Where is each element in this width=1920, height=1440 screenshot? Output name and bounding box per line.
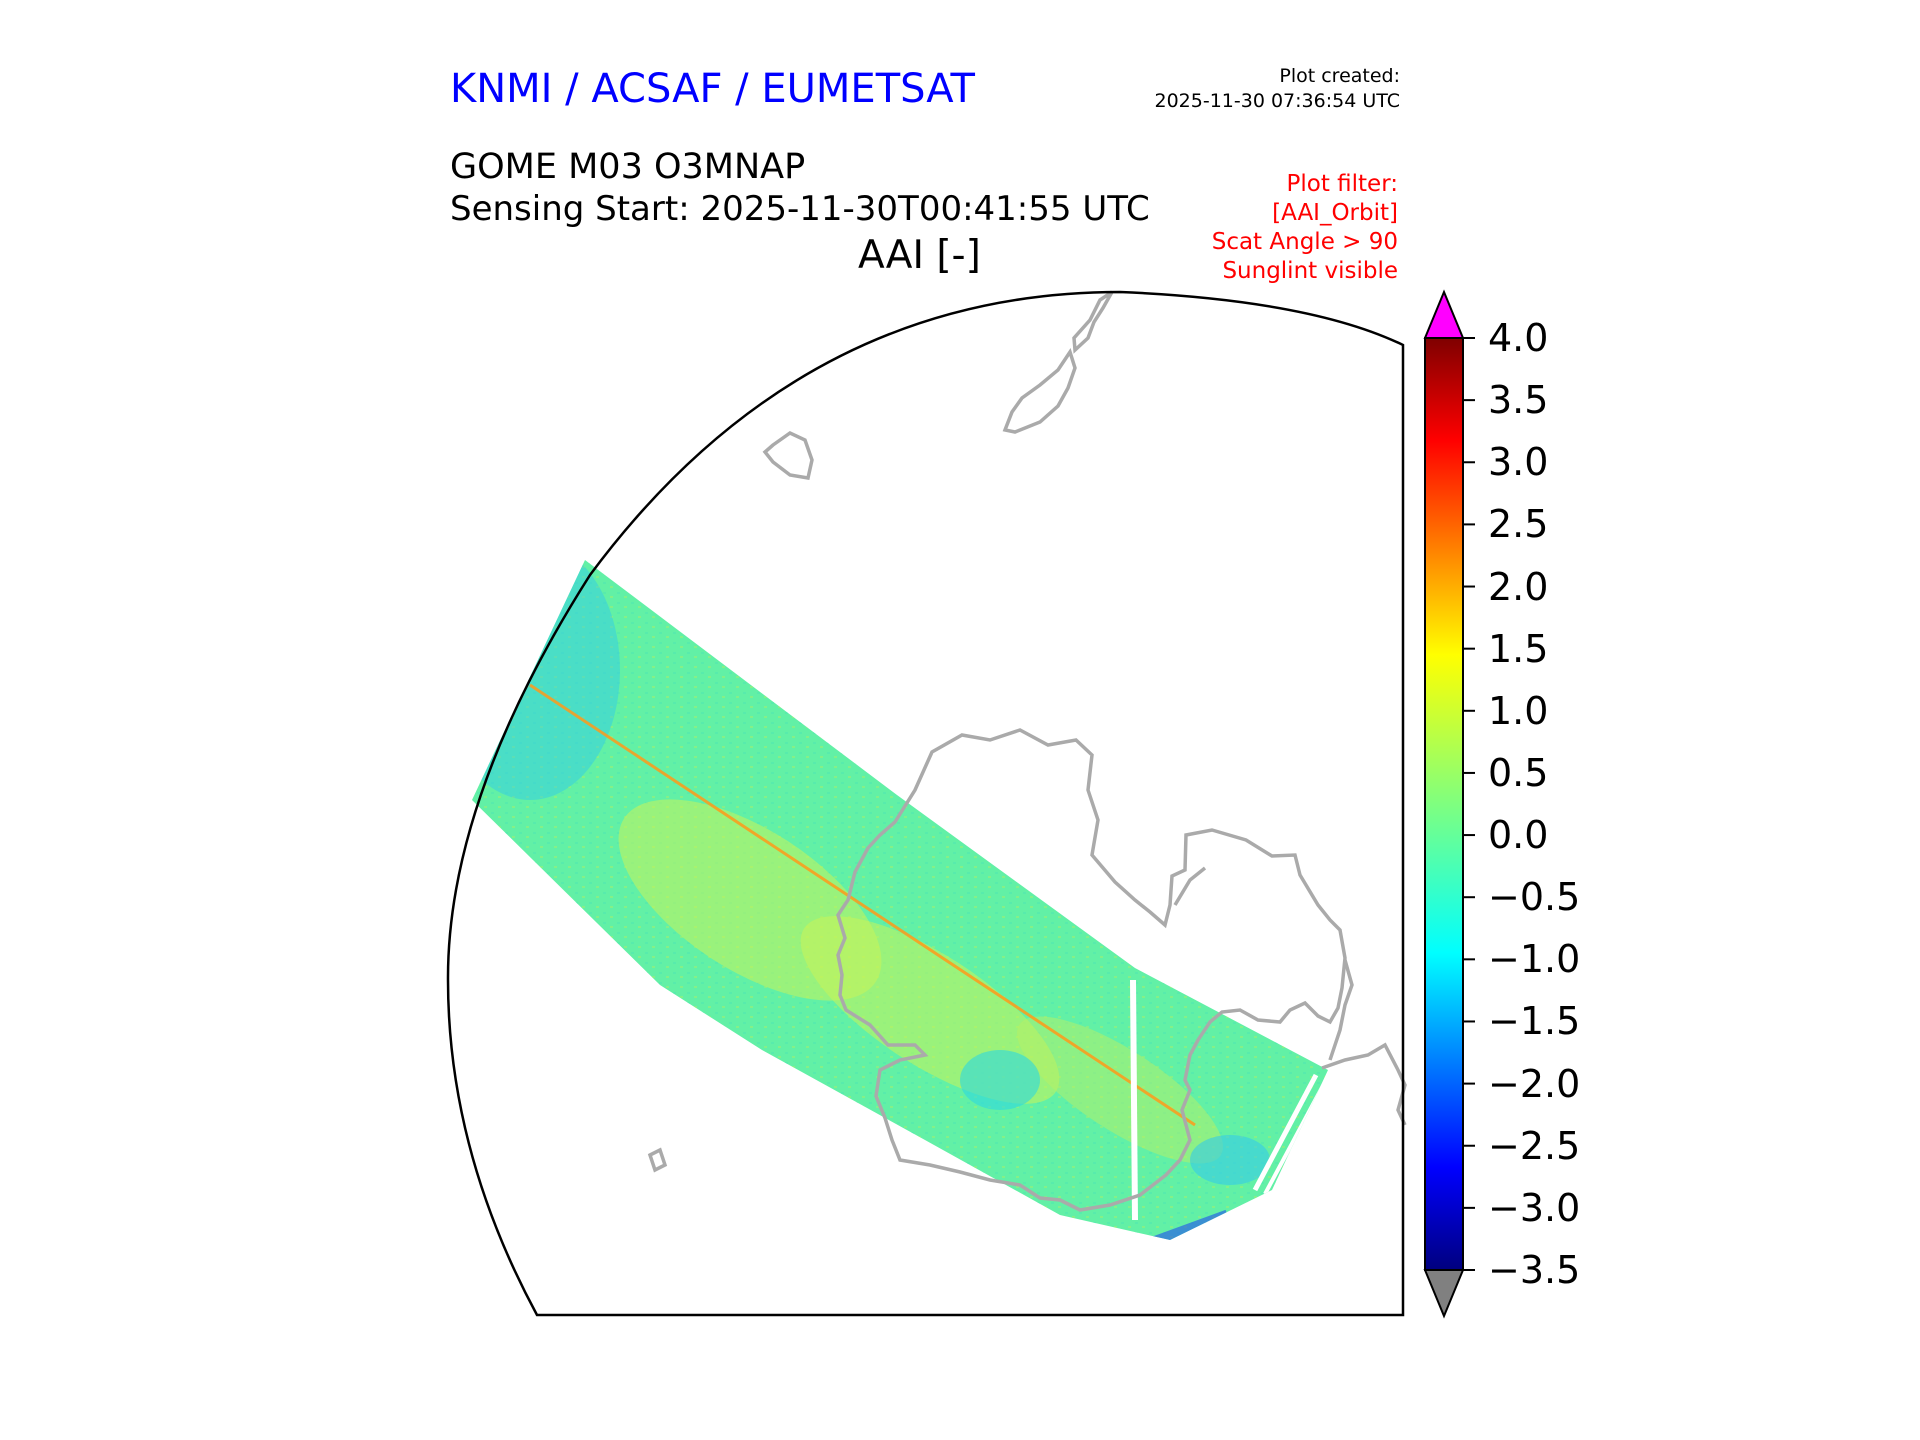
colorbar-tick-label: −1.5: [1488, 999, 1581, 1044]
colorbar-tick-label: 0.5: [1488, 750, 1549, 795]
colorbar-tick-label: 2.0: [1488, 564, 1549, 609]
filter-line: Plot filter:: [1286, 171, 1398, 197]
colorbar-tick-label: −0.5: [1488, 875, 1581, 920]
colorbar-tick-label: 3.5: [1488, 378, 1549, 423]
colorbar-tick-label: −1.0: [1488, 937, 1581, 982]
colorbar-tick-label: 0.0: [1488, 813, 1549, 858]
coastlines: [647, 290, 1407, 1212]
small-island-coastline: [647, 1147, 668, 1173]
filter-line: Sunglint visible: [1222, 258, 1398, 284]
colorbar: [1423, 289, 1475, 1319]
product-title: GOME M03 O3MNAP: [450, 147, 806, 187]
colorbar-tick-label: −3.0: [1488, 1185, 1581, 1230]
organization-title: KNMI / ACSAF / EUMETSAT: [450, 66, 975, 112]
antarctica-coastline: [836, 728, 1347, 1212]
colorbar-under-triangle: [1423, 1269, 1465, 1319]
colorbar-tick-label: −2.5: [1488, 1123, 1581, 1168]
colorbar-tick-label: −2.0: [1488, 1061, 1581, 1106]
variable-title: AAI [-]: [858, 233, 981, 278]
new-zealand-south-island-coastline: [1002, 347, 1077, 434]
colorbar-tick-label: 3.0: [1488, 440, 1549, 485]
south-america-coastline: [1328, 959, 1354, 1061]
plot-created-stamp: Plot created: 2025-11-30 07:36:54 UTC: [1155, 64, 1401, 114]
map-boundary: [446, 290, 1405, 1317]
sensing-start: Sensing Start: 2025-11-30T00:41:55 UTC: [450, 189, 1150, 229]
small-island-coastline: [762, 430, 814, 480]
filter-line: [AAI_Orbit]: [1272, 200, 1398, 226]
aai-swath: [472, 560, 1328, 1240]
plot-filter: Plot filter: [AAI_Orbit] Scat Angle > 90…: [1212, 170, 1398, 286]
plot-created-time: 2025-11-30 07:36:54 UTC: [1154, 90, 1401, 112]
south-america-coastline: [1321, 1042, 1407, 1126]
antarctic-peninsula-coastline: [1173, 866, 1207, 906]
colorbar-tick-label: 4.0: [1488, 316, 1549, 360]
colorbar-tick-label: 1.0: [1488, 688, 1549, 733]
colorbar-tick-label: −3.5: [1488, 1248, 1581, 1292]
filter-line: Scat Angle > 90: [1211, 229, 1398, 255]
new-zealand-north-island-coastline: [1072, 290, 1114, 354]
colorbar-over-triangle: [1423, 289, 1465, 339]
plot-created-label: Plot created:: [1279, 65, 1400, 87]
colorbar-gradient: [1424, 337, 1464, 1271]
colorbar-tick-label: 2.5: [1488, 502, 1549, 547]
colorbar-tick-label: 1.5: [1488, 626, 1549, 671]
